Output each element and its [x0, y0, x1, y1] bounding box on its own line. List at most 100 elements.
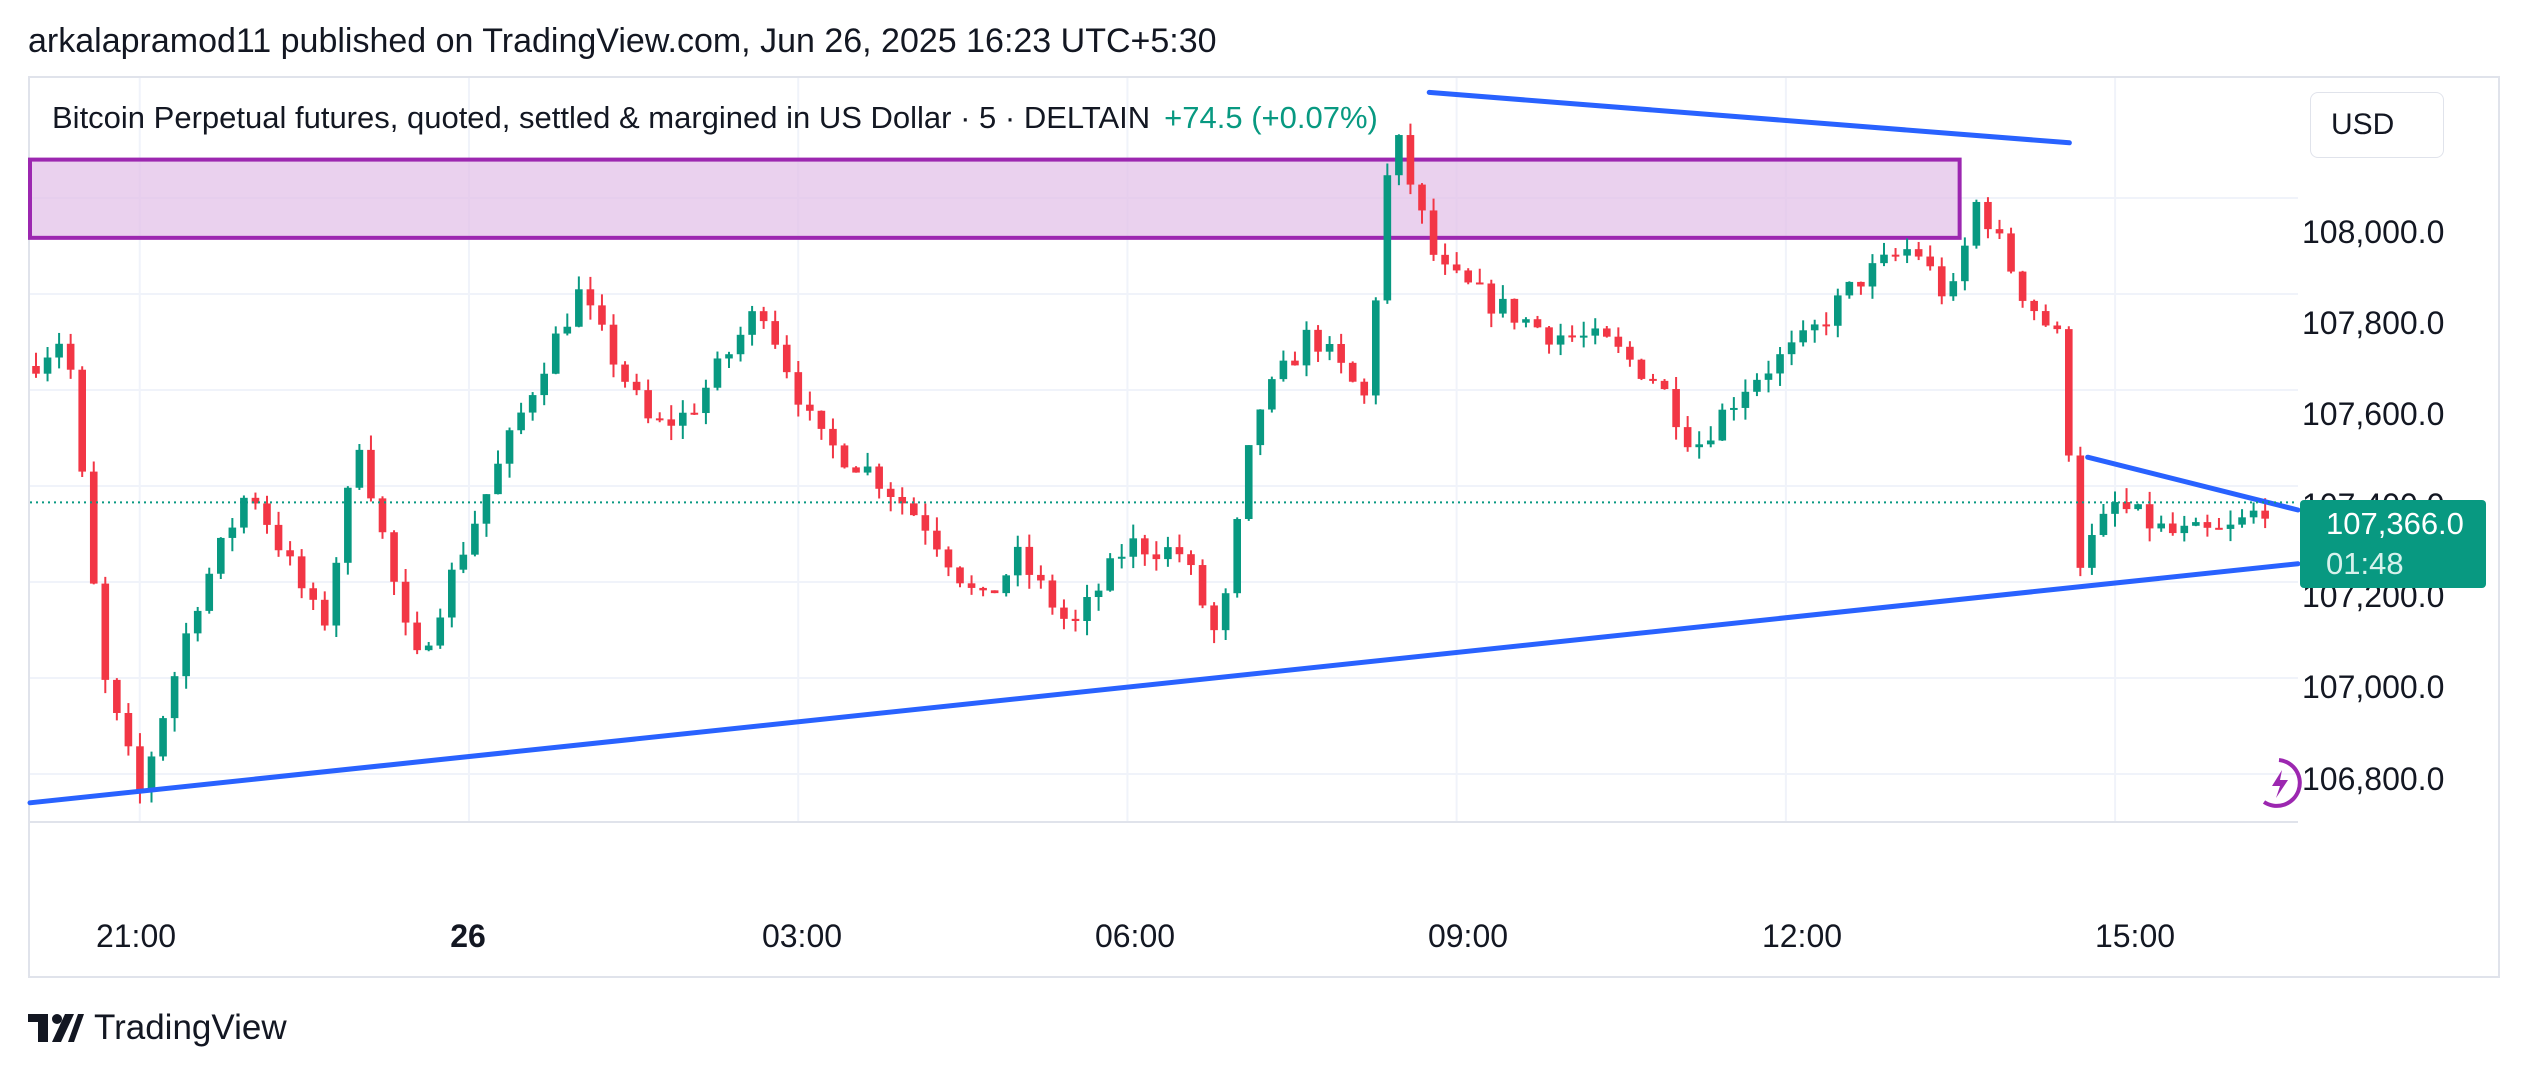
candle-body — [910, 503, 918, 516]
candle-body — [124, 712, 133, 747]
candle-body — [251, 497, 260, 504]
candle-body — [89, 471, 98, 584]
tradingview-logo-icon — [28, 1014, 84, 1042]
candle-body — [1037, 574, 1045, 581]
candle-body — [2134, 504, 2142, 510]
candle-body — [182, 633, 190, 677]
candle-body — [1522, 319, 1530, 323]
candle-body — [2018, 271, 2027, 301]
candle-body — [344, 487, 352, 563]
candle-body — [1268, 379, 1276, 410]
candle-body — [66, 343, 75, 370]
candle-body — [1106, 558, 1114, 591]
candle-body — [78, 369, 86, 472]
candle-body — [1961, 245, 1969, 282]
candle-body — [1348, 362, 1357, 382]
candle-body — [297, 556, 306, 589]
candle-body — [898, 496, 907, 504]
candle-body — [2122, 502, 2131, 510]
trendlines — [27, 89, 2301, 806]
candle-body — [1325, 343, 1334, 352]
descending-resistance-trendline — [1426, 89, 2072, 146]
candle-body — [217, 537, 225, 574]
candle-body — [1441, 254, 1449, 265]
candle-body — [817, 410, 826, 429]
candle-body — [2041, 311, 2050, 326]
time-axis-label: 15:00 — [2094, 918, 2176, 954]
candle-body — [609, 324, 618, 365]
last-price-badge: 107,366.0 01:48 — [2300, 500, 2486, 588]
candle-body — [1129, 538, 1138, 557]
lightning-alert-icon[interactable] — [2252, 756, 2306, 810]
candle-body — [32, 366, 40, 374]
candle-body — [401, 581, 410, 623]
candle-body — [748, 311, 756, 335]
candle-body — [2065, 329, 2073, 456]
candle-body — [1810, 324, 1819, 331]
candle-body — [2168, 523, 2177, 534]
candle-body — [459, 554, 468, 570]
candle-body — [840, 445, 849, 468]
candle-body — [1429, 210, 1438, 255]
candle-body — [759, 311, 768, 322]
candle-body — [736, 334, 745, 355]
candle-body — [967, 583, 976, 588]
currency-button[interactable]: USD — [2310, 92, 2444, 158]
candle-body — [1002, 575, 1010, 594]
candle-body — [1083, 597, 1091, 621]
candle-body — [1487, 283, 1496, 314]
candle-body — [286, 550, 294, 557]
candle-body — [725, 354, 733, 359]
candle-body — [367, 449, 375, 499]
candle-body — [193, 610, 202, 634]
candle-body — [1221, 593, 1230, 631]
candle-body — [2192, 522, 2200, 526]
candle-body — [43, 357, 52, 374]
candle-body — [1141, 538, 1149, 555]
candle-body — [690, 412, 699, 415]
candle-body — [1198, 565, 1207, 606]
candle-body — [1845, 281, 1854, 296]
candle-body — [471, 523, 479, 555]
candle-body — [2145, 504, 2154, 529]
candle-body — [886, 488, 895, 497]
candle-body — [2215, 527, 2223, 530]
supply-zone-rectangle — [28, 157, 1962, 240]
candle-body — [1210, 605, 1218, 631]
candle-body — [1903, 249, 1911, 256]
candle-body — [1372, 300, 1380, 396]
candle-body — [829, 428, 837, 446]
candle-body — [2076, 455, 2085, 568]
candle-body — [2238, 517, 2246, 525]
candle-body — [1545, 327, 1553, 345]
candle-body — [2249, 510, 2258, 518]
candle-body — [575, 289, 583, 327]
candle-body — [563, 326, 572, 334]
price-change: +74.5 (+0.07%) — [1164, 100, 1378, 135]
candle-body — [794, 372, 803, 405]
symbol-legend[interactable]: Bitcoin Perpetual futures, quoted, settl… — [52, 100, 1378, 136]
candle-body — [1603, 328, 1611, 337]
candle-body — [1706, 440, 1715, 445]
candle-body — [586, 289, 595, 306]
candle-body — [1741, 391, 1750, 408]
candle-body — [2030, 300, 2038, 312]
candle-body — [1279, 360, 1288, 380]
time-axis-label: 06:00 — [1094, 918, 1176, 954]
candle-body — [205, 573, 214, 611]
candle-body — [667, 419, 676, 426]
candle-body — [1302, 329, 1311, 366]
time-axis-label: 09:00 — [1427, 918, 1509, 954]
price-axis-label: 107,800.0 — [2302, 305, 2445, 341]
candle-body — [448, 569, 456, 618]
resistance-zone — [28, 157, 1962, 240]
candle-body — [551, 333, 560, 374]
candle-body — [170, 676, 179, 719]
candle-body — [2007, 233, 2015, 272]
candle-body — [147, 756, 156, 791]
candle-body — [1753, 379, 1761, 392]
candle-body — [990, 590, 999, 594]
candle-body — [1187, 554, 1195, 566]
candle-body — [1579, 335, 1588, 338]
